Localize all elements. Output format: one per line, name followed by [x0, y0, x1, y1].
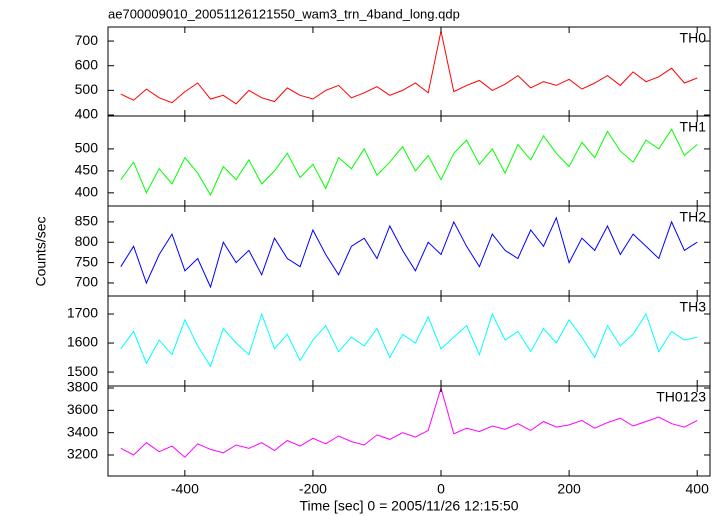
data-line [120, 31, 698, 105]
y-tick-label: 400 [75, 184, 99, 200]
y-tick-label: 3600 [67, 401, 98, 417]
y-tick-label: 850 [75, 213, 99, 229]
data-line [120, 216, 698, 289]
x-tick-label: -200 [299, 481, 327, 497]
series-label: TH2 [680, 209, 707, 225]
series-label: TH3 [680, 299, 707, 315]
panel-frame [107, 295, 711, 387]
series-label: TH0 [680, 30, 707, 46]
y-tick-label: 450 [75, 162, 99, 178]
x-tick-label: -400 [171, 481, 199, 497]
y-tick-label: 3400 [67, 423, 98, 439]
panel-frame [107, 385, 711, 477]
y-tick-label: 3800 [67, 379, 98, 395]
x-tick-label: 400 [686, 481, 710, 497]
y-tick-label: 600 [75, 56, 99, 72]
y-tick-label: 700 [75, 274, 99, 290]
y-tick-label: 500 [75, 81, 99, 97]
y-tick-label: 800 [75, 233, 99, 249]
series-label: TH0123 [656, 389, 706, 405]
panel-frame [107, 115, 711, 207]
panel-frame [107, 205, 711, 297]
y-tick-label: 500 [75, 140, 99, 156]
y-tick-label: 1600 [67, 334, 98, 350]
y-tick-label: 400 [75, 106, 99, 122]
y-tick-label: 750 [75, 253, 99, 269]
x-tick-label: 0 [437, 481, 445, 497]
chart-title: ae700009010_20051126121550_wam3_trn_4ban… [108, 6, 460, 21]
y-tick-label: 1700 [67, 305, 98, 321]
x-tick-label: 200 [557, 481, 581, 497]
series-label: TH1 [680, 119, 707, 135]
y-tick-label: 700 [75, 32, 99, 48]
y-tick-label: 1500 [67, 363, 98, 379]
data-line [120, 312, 698, 368]
y-axis-label: Counts/sec [33, 216, 49, 286]
panel-frame [107, 26, 711, 117]
data-line [120, 128, 698, 197]
y-tick-label: 3200 [67, 446, 98, 462]
data-line [120, 386, 698, 458]
x-axis-label: Time [sec] 0 = 2005/11/26 12:15:50 [299, 498, 518, 514]
